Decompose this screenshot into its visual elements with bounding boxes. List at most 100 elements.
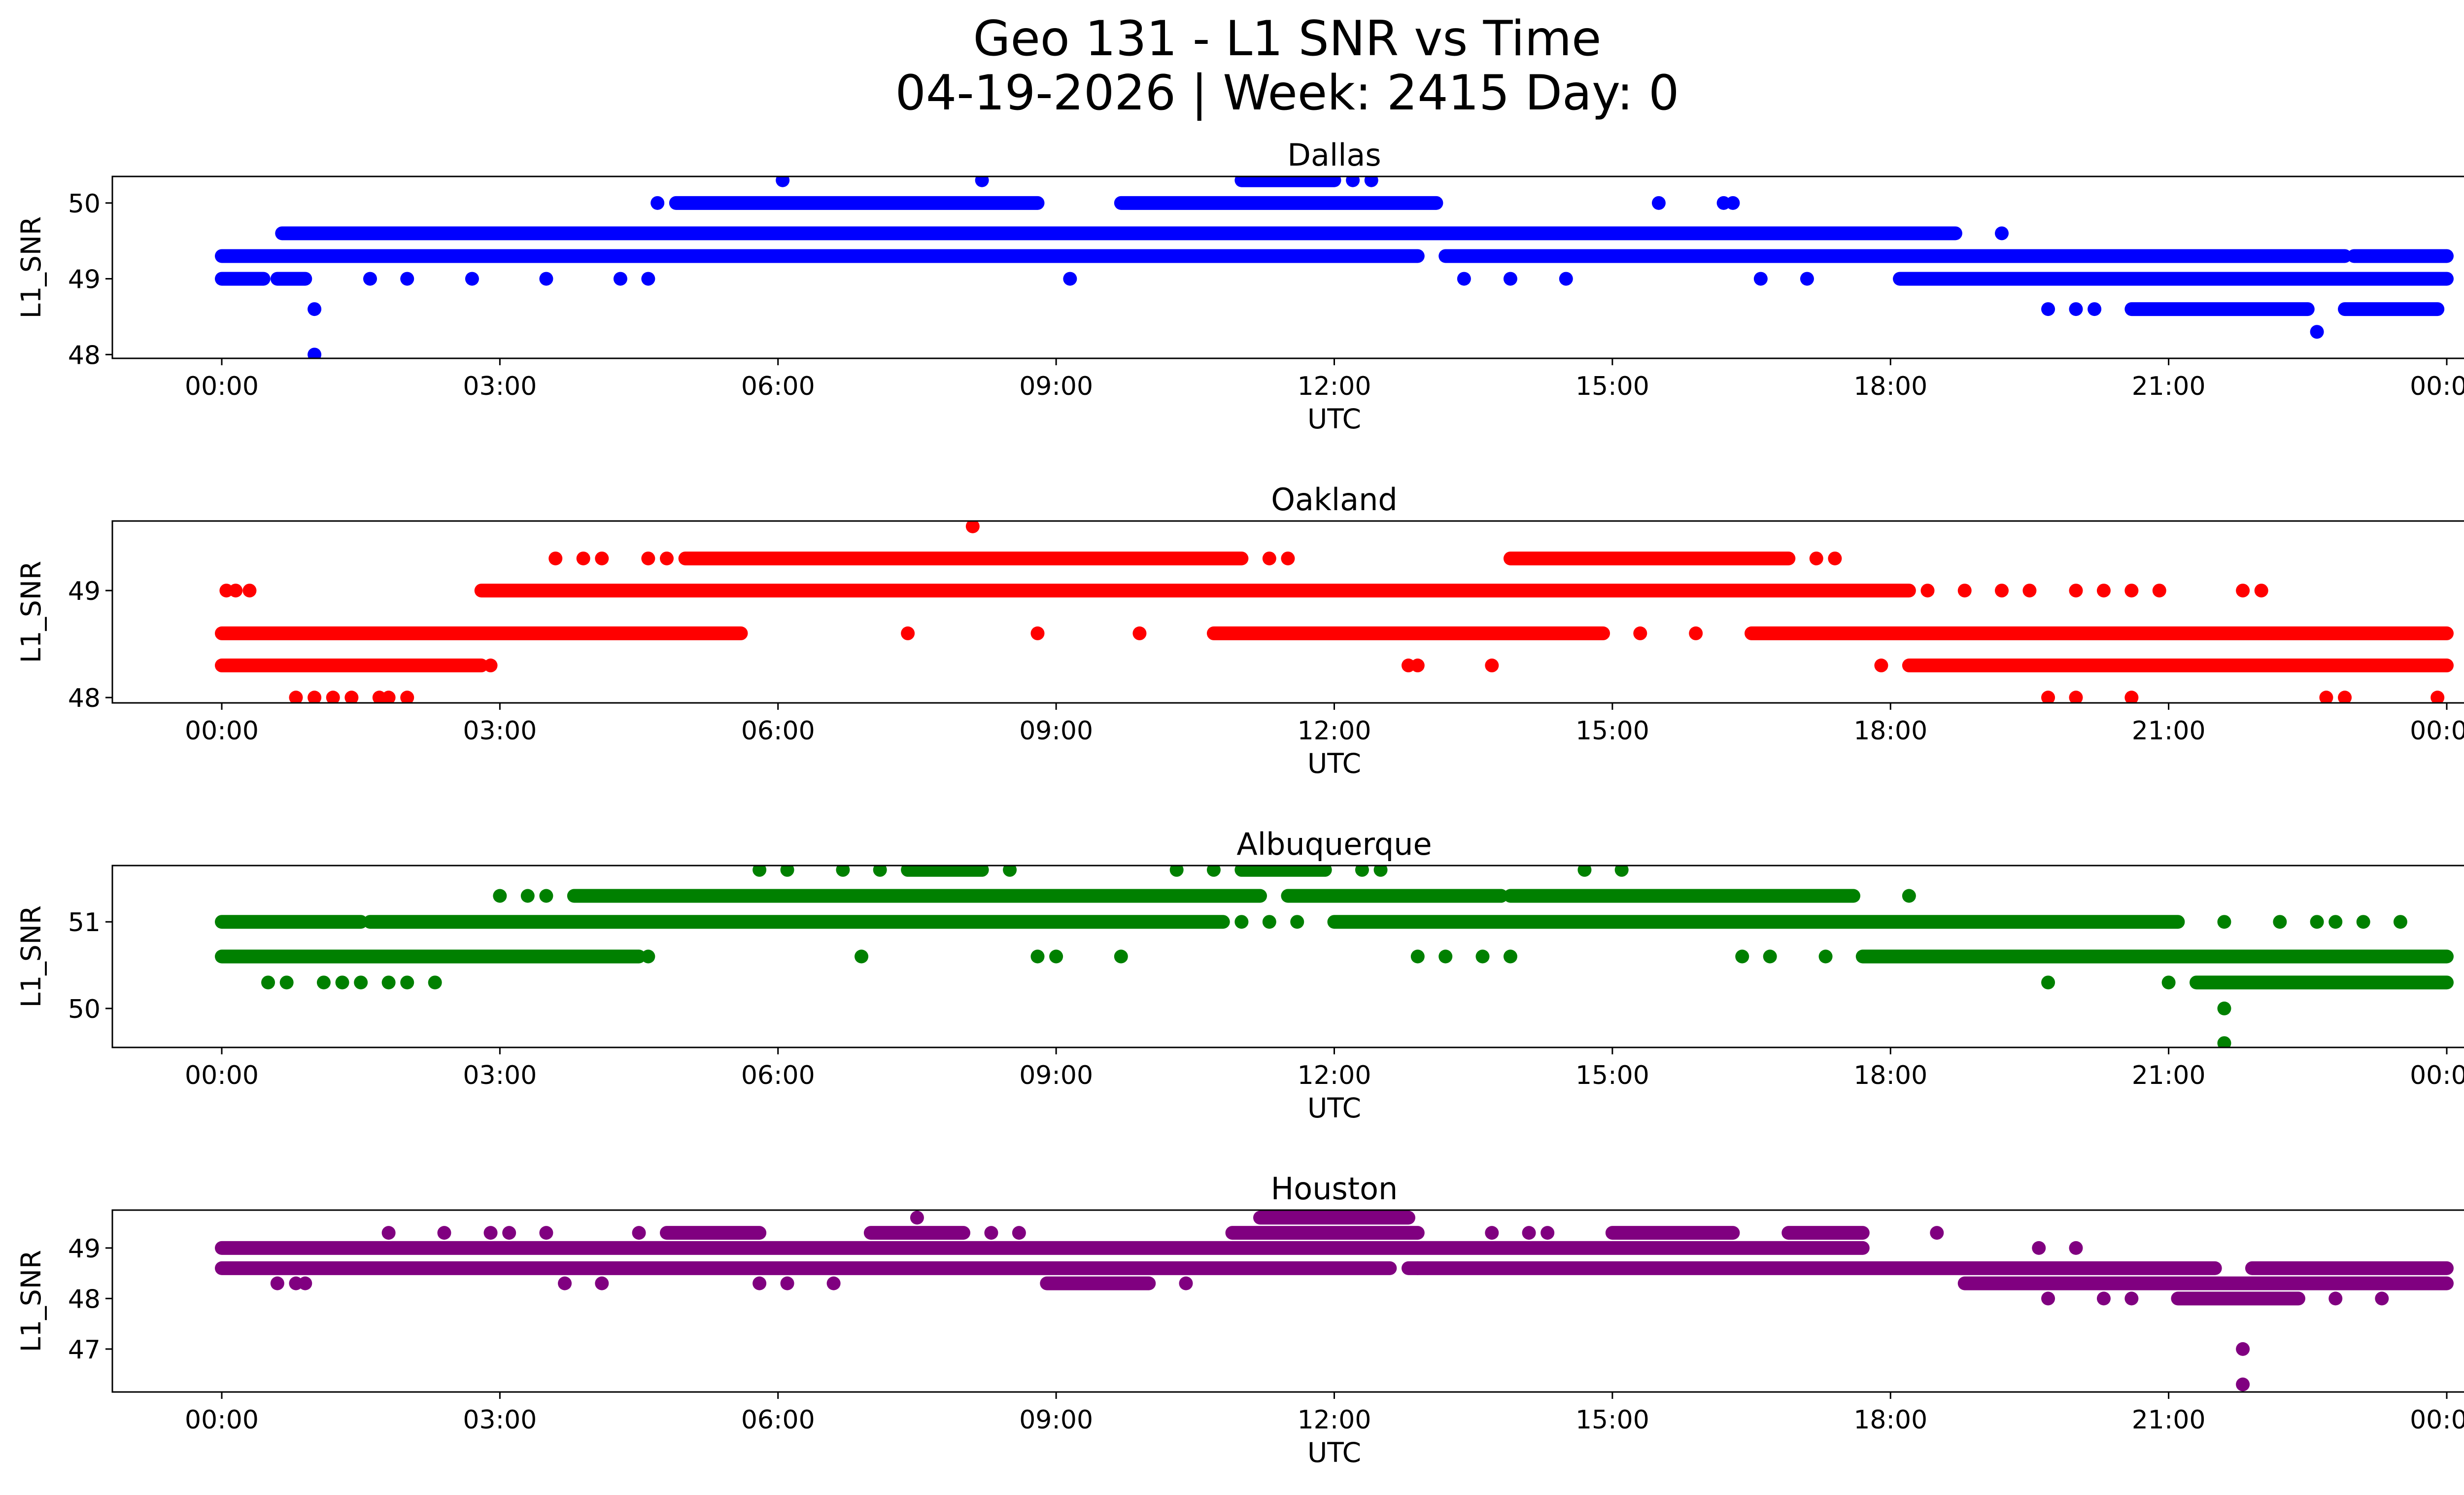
y-tick-label: 48 (68, 1285, 101, 1314)
data-points (214, 1211, 2454, 1391)
x-tick-label: 12:00 (1298, 372, 1371, 401)
y-axis-label: L1_SNR (15, 216, 47, 318)
data-point (400, 272, 414, 286)
x-tick-label: 00:00 (185, 1405, 259, 1435)
data-point (1957, 584, 1972, 598)
data-point (2041, 1291, 2055, 1306)
data-point (1614, 866, 1629, 877)
data-point (2217, 915, 2231, 929)
data-point (1577, 866, 1592, 877)
data-point (437, 1226, 451, 1240)
data-point (1234, 915, 1249, 929)
data-point (1995, 226, 2009, 241)
data-point (381, 1226, 396, 1240)
data-point (753, 866, 767, 877)
data-point (548, 551, 563, 565)
data-point (354, 975, 368, 990)
x-tick-label: 12:00 (1298, 716, 1371, 746)
data-point (289, 691, 303, 703)
data-point (836, 866, 850, 877)
data-point (2310, 915, 2324, 929)
x-tick-label: 15:00 (1575, 716, 1649, 746)
x-tick-label: 21:00 (2132, 1405, 2206, 1435)
data-point (2319, 691, 2333, 703)
data-point (1262, 915, 1276, 929)
data-point (1373, 866, 1388, 877)
x-tick-label: 03:00 (463, 372, 537, 401)
data-point (2430, 691, 2445, 703)
data-point (1726, 196, 1740, 210)
data-point (308, 348, 322, 358)
y-axis-label: L1_SNR (15, 561, 47, 663)
data-point (1995, 584, 2009, 598)
data-point (1930, 1226, 1944, 1240)
data-point (316, 975, 331, 990)
y-axis-label: L1_SNR (15, 1250, 47, 1352)
x-axis-label: UTC (1307, 748, 1361, 779)
data-point (873, 866, 887, 877)
data-point (400, 691, 414, 703)
x-tick-label: 12:00 (1298, 1405, 1371, 1435)
subplot-albuquerque: Albuquerque 00:00 03:00 06:00 09:00 12:00 15:0… (15, 826, 2464, 1124)
data-point (1030, 949, 1045, 964)
data-point (1809, 551, 1823, 565)
data-point (2236, 249, 2250, 263)
x-tick-label: 09:00 (1019, 716, 1093, 746)
data-point (826, 1276, 841, 1290)
data-point (1735, 949, 1749, 964)
x-tick-label: 00:00 (2410, 372, 2464, 401)
data-point (2217, 1001, 2231, 1015)
data-point (2254, 584, 2268, 598)
data-point (2393, 915, 2407, 929)
x-tick-label: 15:00 (1575, 1061, 1649, 1090)
panel-title: Albuquerque (1236, 826, 1432, 862)
y-axis-label: L1_SNR (15, 905, 47, 1008)
data-point (1410, 1261, 1425, 1275)
data-point (465, 272, 479, 286)
subplot-oakland: Oakland 00:00 03:00 06:00 09:00 12:00 15:00 18:… (15, 482, 2464, 779)
data-point (493, 889, 507, 903)
panel-title: Oakland (1271, 482, 1398, 518)
data-point (1475, 949, 1490, 964)
data-point (1030, 626, 1045, 640)
data-point (1216, 249, 1230, 263)
x-tick-label: 00:00 (2410, 716, 2464, 746)
x-tick-label: 15:00 (1575, 1405, 1649, 1435)
x-tick-label: 06:00 (741, 372, 815, 401)
y-tick-label: 49 (68, 1234, 101, 1264)
data-point (2041, 691, 2055, 703)
x-tick-label: 06:00 (741, 1405, 815, 1435)
x-tick-label: 06:00 (741, 716, 815, 746)
data-point (1800, 272, 1814, 286)
y-tick-label: 48 (68, 684, 101, 713)
data-point (595, 551, 609, 565)
y-tick-label: 50 (68, 995, 101, 1024)
subplots: Dallas 00:00 03:00 06:00 09:00 12:00 15:00 18:0… (15, 137, 2464, 1468)
data-point (381, 975, 396, 990)
x-tick-label: 00:00 (2410, 1061, 2464, 1090)
data-point (1503, 272, 1517, 286)
data-point (2096, 1291, 2111, 1306)
data-point (2310, 325, 2324, 339)
data-point (1651, 196, 1666, 210)
data-point (1503, 949, 1517, 964)
data-point (650, 196, 665, 210)
x-tick-label: 21:00 (2132, 1061, 2206, 1090)
data-point (2217, 249, 2231, 263)
data-point (641, 949, 655, 964)
x-tick-label: 09:00 (1019, 372, 1093, 401)
data-point (641, 551, 655, 565)
x-tick-label: 18:00 (1853, 1405, 1927, 1435)
data-point (483, 1226, 498, 1240)
data-point (1559, 272, 1573, 286)
data-point (984, 1226, 998, 1240)
data-point (2217, 1036, 2231, 1047)
figure-subtitle: 04-19-2026 | Week: 2415 Day: 0 (895, 65, 1679, 121)
data-point (539, 272, 553, 286)
x-tick-label: 09:00 (1019, 1405, 1093, 1435)
data-point (1457, 272, 1471, 286)
y-tick-label: 48 (68, 341, 101, 370)
data-point (2338, 691, 2352, 703)
data-point (910, 1211, 924, 1225)
